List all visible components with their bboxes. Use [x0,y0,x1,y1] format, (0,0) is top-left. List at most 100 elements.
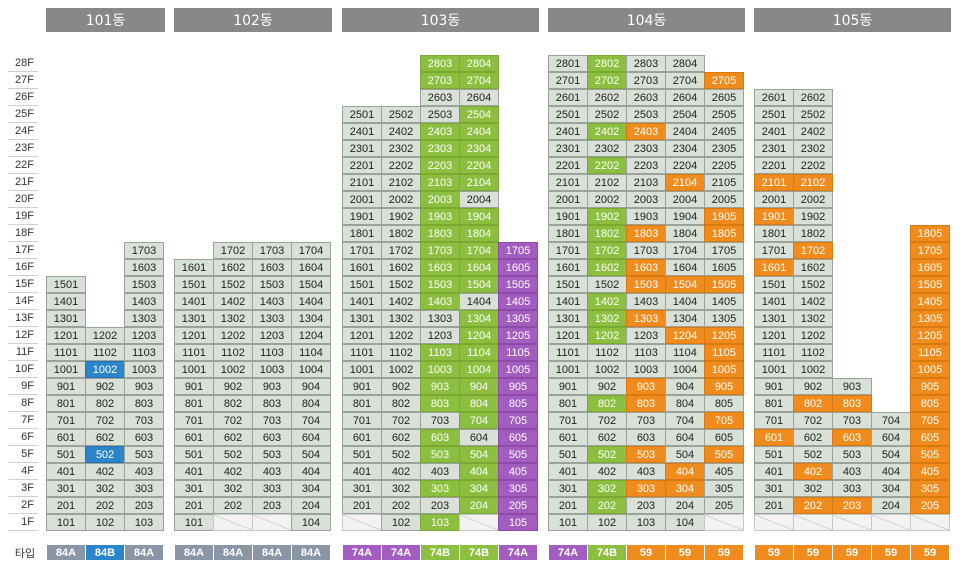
unit-cell: 203 [252,497,292,514]
unit-cell: 1502 [381,276,421,293]
unit-cell: 2002 [381,191,421,208]
unit-cell: 1105 [910,344,950,361]
unit-cell: 504 [291,446,331,463]
unit-type-cell: 74A [342,544,382,561]
unit-cell: 1604 [665,259,705,276]
unit-cell: 1803 [420,225,460,242]
unit-cell: 903 [124,378,164,395]
unit-cell: 301 [342,480,382,497]
unit-cell: 1501 [754,276,794,293]
unit-cell: 1503 [420,276,460,293]
unit-cell: 505 [910,446,950,463]
unit-cell: 1805 [910,225,950,242]
unit-cell: 1702 [587,242,627,259]
unit-cell: 1003 [252,361,292,378]
unit-cell: 701 [342,412,382,429]
unit-cell: 2502 [793,106,833,123]
unit-type-cell: 84A [252,544,292,561]
floor-label: 25F [8,106,38,123]
unit-cell: 2604 [665,89,705,106]
unit-cell: 2504 [459,106,499,123]
unit-cell: 2105 [704,174,744,191]
unit-cell: 1404 [291,293,331,310]
unit-cell: 801 [342,395,382,412]
unit-cell: 2201 [342,157,382,174]
unit-cell: 1902 [381,208,421,225]
unit-cell: 1104 [665,344,705,361]
unit-cell: 1701 [548,242,588,259]
unit-cell: 301 [174,480,214,497]
unit-cell: 2505 [704,106,744,123]
unit-cell: 2003 [626,191,666,208]
unit-cell: 802 [587,395,627,412]
building-header: 102동 [174,8,332,32]
unit-cell: 1305 [910,310,950,327]
unit-cell: 401 [174,463,214,480]
unit-cell: 101 [174,514,214,531]
unit-type-cell: 74B [459,544,499,561]
unit-cell: 201 [174,497,214,514]
unit-cell: 1005 [498,361,538,378]
unit-cell: 1901 [548,208,588,225]
unit-cell: 502 [85,446,125,463]
unit-cell: 703 [420,412,460,429]
unit-cell: 2202 [587,157,627,174]
unit-cell: 104 [291,514,331,531]
unit-cell: 304 [291,480,331,497]
floor-label: 14F [8,293,38,310]
unit-cell: 402 [793,463,833,480]
unit-cell: 2203 [420,157,460,174]
unit-cell: 2102 [793,174,833,191]
unit-cell: 403 [420,463,460,480]
unit-cell: 1005 [910,361,950,378]
unit-cell: 702 [793,412,833,429]
unit-cell: 1501 [342,276,382,293]
unit-type-cell: 59 [704,544,744,561]
unit-cell: 1004 [291,361,331,378]
unit-cell: 1403 [252,293,292,310]
unit-cell: 803 [252,395,292,412]
unit-cell: 101 [548,514,588,531]
unit-cell: 2803 [626,55,666,72]
unit-cell: 2205 [704,157,744,174]
unit-type-cell: 74B [587,544,627,561]
unit-cell: 1101 [46,344,86,361]
unit-cell: 1504 [665,276,705,293]
unit-cell: 1905 [704,208,744,225]
unit-cell: 1502 [587,276,627,293]
unit-cell: 703 [832,412,872,429]
unit-cell: 1702 [793,242,833,259]
unit-cell: 2301 [754,140,794,157]
floor-label: 9F [8,378,38,395]
building-header: 101동 [46,8,165,32]
unit-cell: 1602 [587,259,627,276]
unit-cell: 1303 [626,310,666,327]
unit-cell: 802 [85,395,125,412]
unit-cell: 705 [910,412,950,429]
unit-cell: 2504 [665,106,705,123]
unit-cell: 1205 [910,327,950,344]
unit-cell: 2004 [665,191,705,208]
unit-cell: 1405 [704,293,744,310]
unit-cell: 1505 [910,276,950,293]
unit-cell: 1801 [754,225,794,242]
unit-cell: 2705 [704,72,744,89]
unit-type-cell: 84A [46,544,86,561]
building-header: 105동 [754,8,951,32]
unit-cell: 1503 [252,276,292,293]
unit-cell: 201 [46,497,86,514]
unit-cell: 1404 [665,293,705,310]
unit-cell: 2303 [420,140,460,157]
unit-cell: 1202 [793,327,833,344]
unit-cell: 201 [754,497,794,514]
unit-cell: 1602 [213,259,253,276]
unit-cell: 1501 [174,276,214,293]
unit-cell: 903 [832,378,872,395]
unit-cell: 1102 [213,344,253,361]
unit-type-cell: 84A [213,544,253,561]
unit-cell: 802 [381,395,421,412]
unit-cell: 2702 [587,72,627,89]
unit-cell: 701 [174,412,214,429]
unit-cell: 802 [213,395,253,412]
unit-cell: 1904 [665,208,705,225]
